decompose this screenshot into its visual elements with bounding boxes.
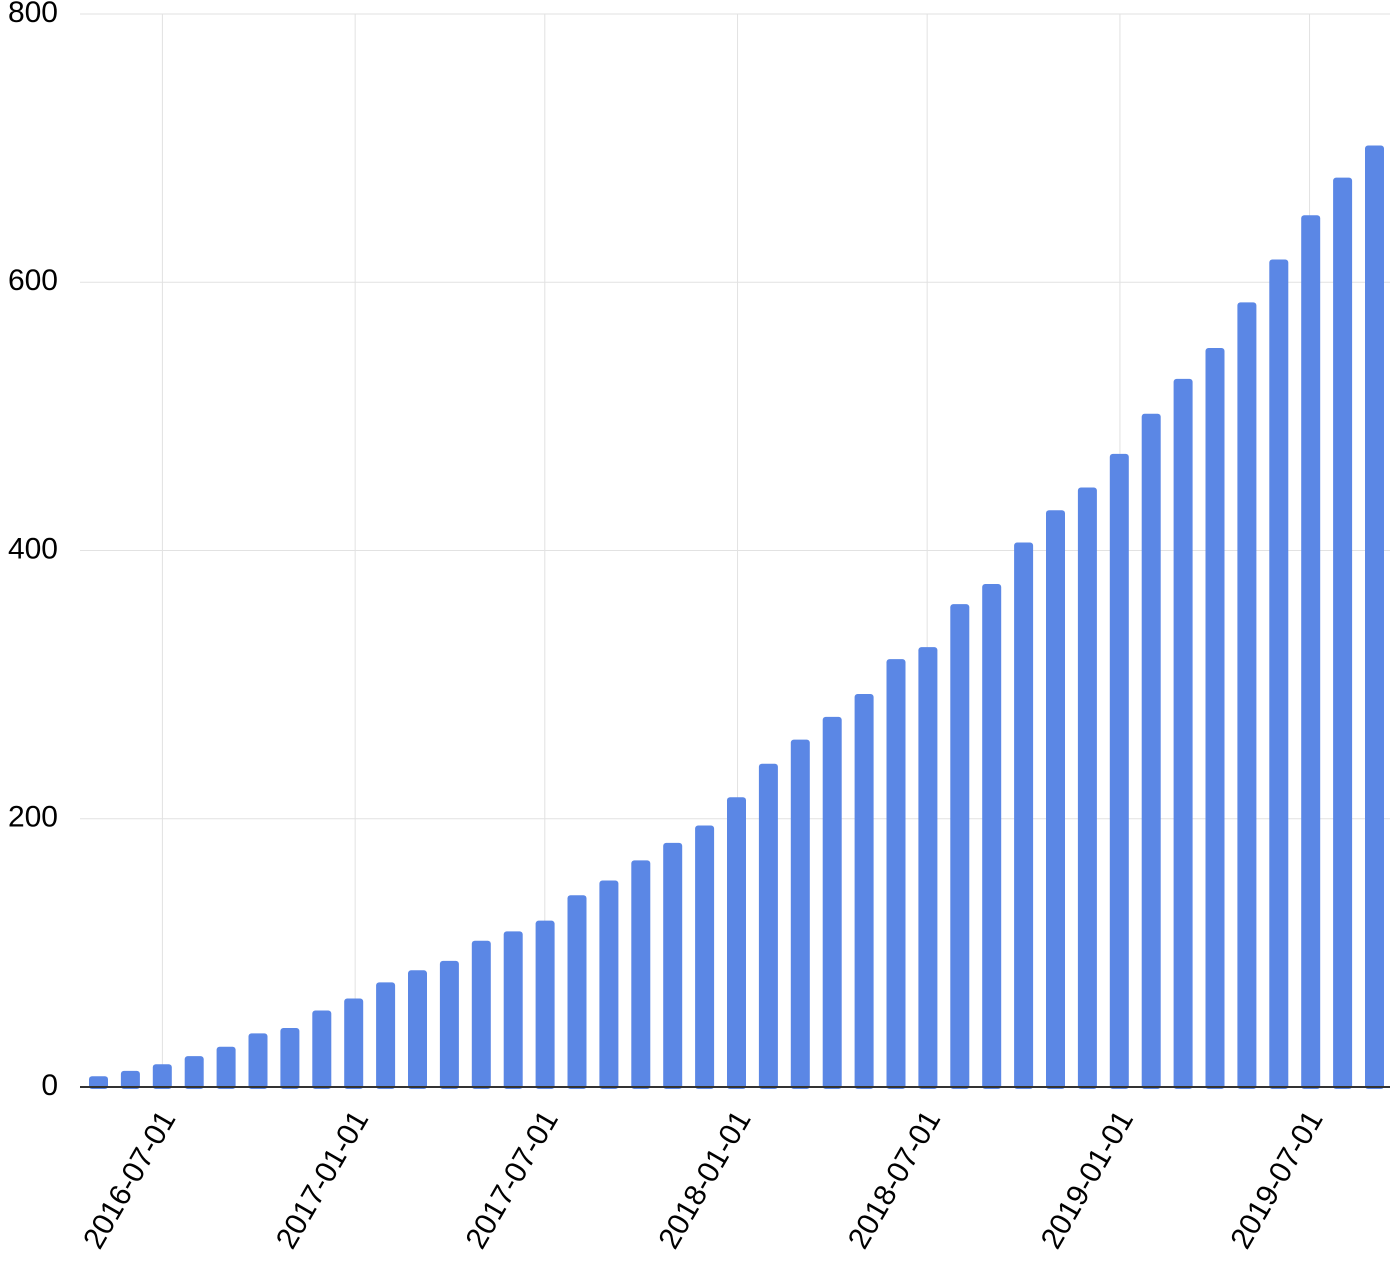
bars	[89, 145, 1384, 1090]
x-tick-label: 2018-07-01	[842, 1105, 947, 1254]
bar	[344, 998, 364, 1089]
bar	[248, 1033, 268, 1089]
bar	[982, 584, 1002, 1089]
bar	[1141, 413, 1161, 1089]
bar	[1205, 347, 1225, 1089]
bar	[1173, 378, 1193, 1089]
bar	[727, 797, 746, 1089]
y-tick-label: 400	[8, 532, 58, 565]
bar	[376, 982, 396, 1089]
bar	[1301, 215, 1321, 1089]
bar	[1237, 302, 1257, 1089]
bar	[89, 1076, 108, 1089]
bar	[758, 763, 778, 1089]
x-tick-label: 2019-01-01	[1035, 1105, 1140, 1254]
bar	[535, 920, 555, 1089]
bar	[1109, 453, 1129, 1089]
y-tick-label: 600	[8, 264, 58, 297]
bar	[854, 694, 874, 1089]
bar	[599, 880, 619, 1089]
x-axis-tick-labels: 2016-07-01 2017-01-01 2017-07-01 2018-01-01…	[77, 1105, 1329, 1254]
bar	[822, 716, 842, 1089]
bar	[1365, 145, 1384, 1089]
bar	[120, 1070, 140, 1089]
bar	[663, 842, 683, 1089]
bar	[280, 1027, 300, 1089]
y-tick-label: 0	[41, 1069, 58, 1102]
bar	[567, 895, 587, 1089]
bar	[503, 931, 523, 1089]
bar	[312, 1010, 332, 1089]
bar	[408, 970, 427, 1089]
bar	[950, 604, 970, 1089]
y-tick-label: 200	[8, 801, 58, 834]
x-tick-label: 2018-01-01	[652, 1105, 757, 1254]
y-axis-tick-labels: 0 200 400 600 800	[8, 0, 58, 1102]
bar	[918, 647, 938, 1089]
bar	[886, 659, 906, 1089]
x-tick-label: 2017-07-01	[460, 1105, 565, 1254]
bar	[695, 825, 715, 1089]
x-tick-label: 2017-01-01	[270, 1105, 375, 1254]
bar	[1014, 542, 1034, 1089]
bar	[1333, 177, 1353, 1089]
x-tick-label: 2016-07-01	[77, 1105, 182, 1254]
bar	[631, 860, 651, 1089]
bar	[1046, 510, 1065, 1089]
bar	[184, 1056, 204, 1089]
bar	[471, 940, 491, 1089]
bar	[439, 960, 459, 1089]
bar	[1077, 487, 1097, 1089]
x-tick-label: 2019-07-01	[1224, 1105, 1329, 1254]
bar	[790, 739, 810, 1089]
bar	[216, 1046, 236, 1089]
y-tick-label: 800	[8, 0, 58, 29]
bar	[152, 1064, 172, 1089]
bar	[1269, 259, 1289, 1090]
